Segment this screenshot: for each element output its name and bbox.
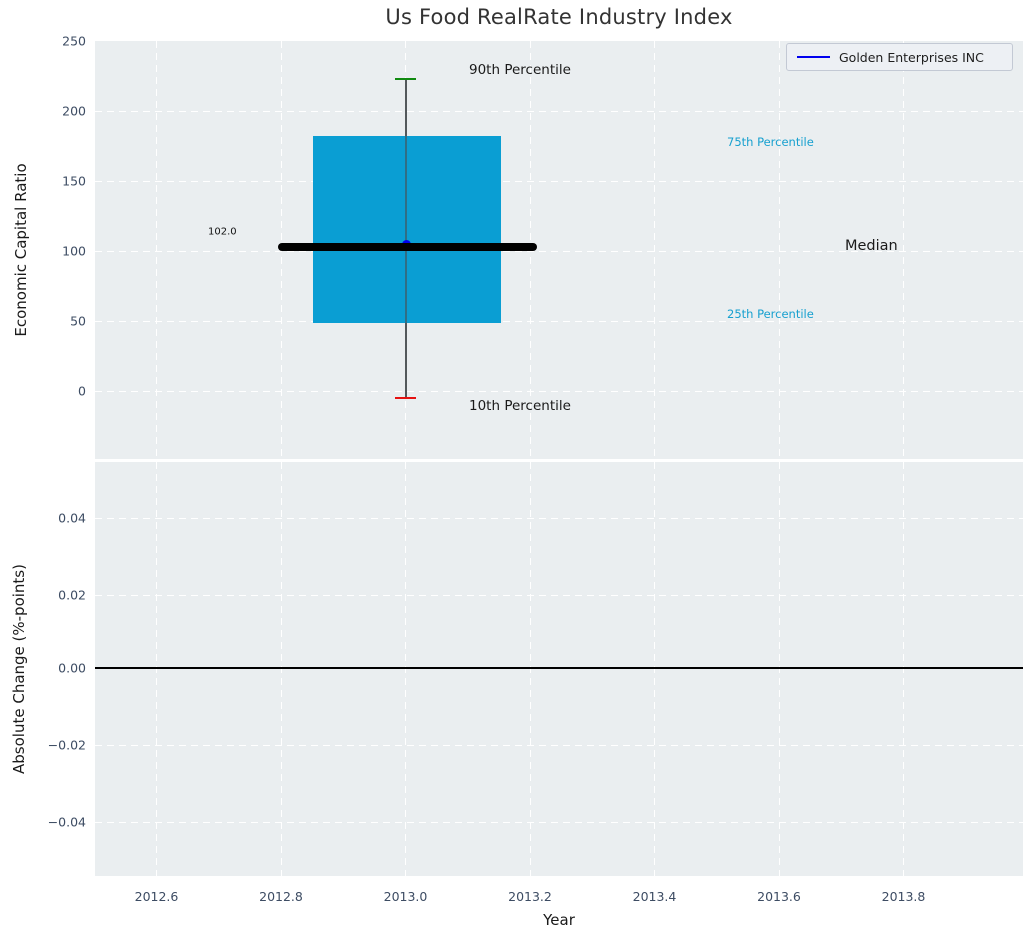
- ytick-top: 250: [62, 33, 86, 49]
- gridline-h: [95, 745, 1023, 747]
- gridline-h: [95, 822, 1023, 824]
- whisker-cap-10th: [395, 396, 416, 400]
- gridline-h: [95, 518, 1023, 520]
- ytick-bottom: −0.02: [47, 737, 86, 753]
- gridline-v: [654, 41, 656, 459]
- gridline-h: [95, 391, 1023, 393]
- legend: Golden Enterprises INC: [786, 43, 1013, 71]
- gridline-v: [903, 462, 905, 876]
- xtick: 2013.0: [383, 889, 428, 904]
- ylabel-top: Economic Capital Ratio: [12, 163, 30, 337]
- median-line: [278, 243, 537, 251]
- whisker-line-inner: [405, 78, 407, 398]
- gridline-v: [156, 462, 158, 876]
- xtick: 2012.6: [134, 889, 179, 904]
- ytick-top: 100: [62, 243, 86, 259]
- xtick: 2013.2: [508, 889, 552, 904]
- ytick-bottom: 0.00: [58, 660, 86, 676]
- ytick-bottom: −0.04: [47, 814, 86, 830]
- ytick-top: 200: [62, 103, 86, 119]
- gridline-v: [529, 462, 531, 876]
- bottom-axes: [95, 462, 1023, 876]
- gridline-v: [405, 462, 407, 876]
- gridline-h: [95, 321, 1023, 323]
- chart-title: Us Food RealRate Industry Index: [385, 5, 733, 29]
- top-axes: 102.0 90th Percentile 10th Percentile 75…: [95, 41, 1023, 459]
- xtick: 2013.8: [881, 889, 926, 904]
- xtick: 2013.4: [632, 889, 677, 904]
- gridline-v: [280, 462, 282, 876]
- gridline-h: [95, 111, 1023, 113]
- gridline-v: [654, 462, 656, 876]
- annotation-25th-percentile: 25th Percentile: [727, 307, 814, 321]
- annotation-75th-percentile: 75th Percentile: [727, 135, 814, 149]
- xtick: 2013.6: [757, 889, 801, 904]
- gridline-v: [903, 41, 905, 459]
- gridline-h: [95, 181, 1023, 183]
- annotation-10th-percentile: 10th Percentile: [469, 398, 571, 414]
- ylabel-bottom: Absolute Change (%-points): [10, 564, 28, 774]
- gridline-h: [95, 595, 1023, 597]
- legend-line-swatch: [797, 55, 830, 59]
- whisker-cap-90th: [395, 77, 416, 81]
- gridline-h: [95, 251, 1023, 253]
- legend-label: Golden Enterprises INC: [839, 49, 984, 65]
- ytick-top: 150: [62, 173, 86, 189]
- annotation-median: Median: [845, 238, 898, 254]
- ytick-top: 0: [78, 383, 86, 399]
- ytick-top: 50: [70, 313, 86, 329]
- ytick-bottom: 0.04: [58, 510, 86, 526]
- ytick-bottom: 0.02: [58, 587, 86, 603]
- annotation-90th-percentile: 90th Percentile: [469, 62, 571, 78]
- gridline-v: [156, 41, 158, 459]
- xtick: 2012.8: [259, 889, 303, 904]
- xlabel: Year: [543, 911, 575, 929]
- zero-axhline: [95, 667, 1023, 669]
- gridline-v: [778, 41, 780, 459]
- annotation-median-value: 102.0: [208, 226, 237, 238]
- gridline-v: [778, 462, 780, 876]
- percentile-box: [313, 136, 501, 323]
